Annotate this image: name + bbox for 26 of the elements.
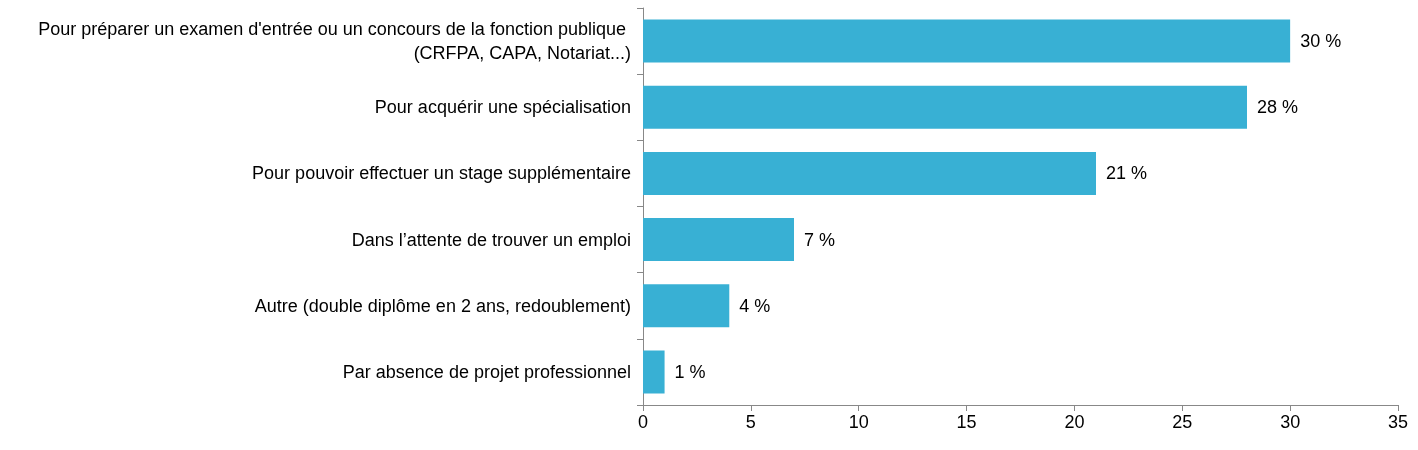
bar	[643, 284, 730, 328]
bar	[643, 218, 794, 262]
x-tick-label: 35	[1387, 412, 1409, 432]
data-label: 7 %	[804, 229, 836, 250]
x-tick-label: 25	[1172, 412, 1193, 432]
data-label: 4 %	[739, 295, 771, 316]
x-tick-label: 15	[956, 412, 977, 432]
y-tick-label: Pour acquérir une spécialisation	[374, 97, 631, 118]
data-label: 28 %	[1257, 97, 1299, 118]
y-tick-label: Dans l’attente de trouver un emploi	[351, 229, 631, 250]
x-tick-label: 30	[1280, 412, 1301, 432]
x-tick-label: 10	[848, 412, 869, 432]
bar	[643, 19, 1291, 63]
x-tick-label: 0	[637, 412, 649, 432]
y-tick-label: Pour préparer un examen d'entrée ou un concours de la fonction publique (CRFPA, CAPA, Notariat...)	[38, 19, 631, 64]
y-tick-label: Pour pouvoir effectuer un stage supplémentaire	[252, 163, 631, 184]
data-label: 1 %	[674, 361, 706, 382]
data-label: 30 %	[1300, 31, 1342, 52]
y-tick-label: Autre (double diplôme en 2 ans, redoublement)	[254, 295, 631, 316]
x-tick-label: 20	[1064, 412, 1085, 432]
data-label: 21 %	[1106, 163, 1148, 184]
bar	[643, 350, 665, 394]
bar	[643, 85, 1247, 129]
y-tick-label: Par absence de projet professionnel	[342, 361, 631, 382]
bar	[643, 151, 1096, 195]
x-tick-label: 5	[745, 412, 756, 432]
